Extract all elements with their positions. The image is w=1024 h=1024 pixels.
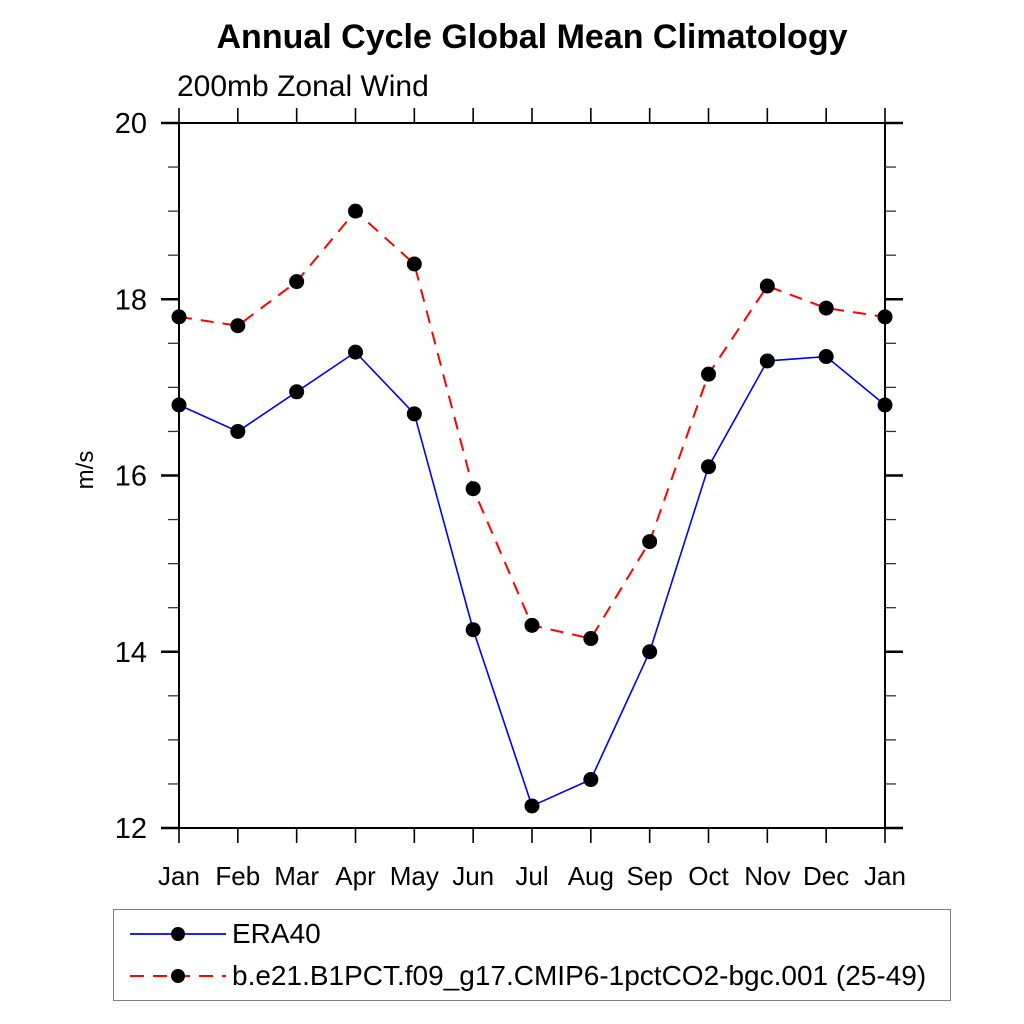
data-point-marker bbox=[701, 459, 716, 475]
data-point-marker bbox=[642, 644, 658, 660]
x-tick-label: Dec bbox=[803, 861, 849, 891]
legend-box: ERA40 b.e21.B1PCT.f09_g17.CMIP6-1pctCO2-… bbox=[113, 909, 951, 1001]
data-point-marker bbox=[171, 309, 187, 325]
data-point-marker bbox=[818, 300, 834, 316]
data-point-marker bbox=[642, 534, 658, 550]
legend-label-era40: ERA40 bbox=[232, 918, 321, 949]
series-line bbox=[178, 209, 886, 640]
data-point-marker bbox=[406, 256, 422, 272]
x-tick-label: Jan bbox=[864, 861, 906, 891]
plot-frame bbox=[178, 122, 886, 829]
data-point-marker bbox=[877, 309, 893, 325]
legend-line-sample-model bbox=[130, 969, 226, 983]
x-tick-label: May bbox=[390, 861, 439, 891]
data-point-marker bbox=[465, 622, 481, 638]
data-point-marker bbox=[348, 344, 363, 360]
series-line bbox=[178, 351, 886, 808]
legend-entry-era40: ERA40 bbox=[130, 913, 950, 955]
y-tick-label: 18 bbox=[115, 284, 147, 316]
x-tick-label: Oct bbox=[688, 861, 729, 891]
x-tick-label: Jan bbox=[158, 861, 200, 891]
data-point-marker bbox=[524, 617, 540, 633]
data-point-marker bbox=[230, 318, 246, 334]
data-point-marker bbox=[406, 406, 422, 422]
legend-line-sample-era40 bbox=[130, 927, 226, 941]
data-point-marker bbox=[583, 772, 599, 788]
data-point-marker bbox=[289, 384, 305, 400]
y-tick-label: 14 bbox=[115, 637, 147, 669]
x-tick-label: Mar bbox=[274, 861, 319, 891]
data-point-marker bbox=[701, 366, 716, 382]
series-model bbox=[171, 203, 893, 647]
y-axis-labels: 12 14 16 18 20 bbox=[115, 108, 147, 845]
chart-subtitle: 200mb Zonal Wind bbox=[177, 70, 429, 103]
x-tick-label: Aug bbox=[568, 861, 614, 891]
data-point-marker bbox=[759, 278, 775, 294]
y-axis-ticks bbox=[161, 121, 903, 830]
x-axis-labels: Jan Feb Mar Apr May Jun Jul Aug Sep Oct Nov Dec Jan bbox=[158, 861, 906, 891]
y-tick-label: 12 bbox=[115, 813, 147, 845]
y-tick-label: 20 bbox=[115, 108, 147, 140]
data-point-marker bbox=[348, 203, 363, 219]
x-tick-label: Sep bbox=[627, 861, 673, 891]
data-point-marker bbox=[759, 353, 775, 369]
data-point-marker bbox=[289, 274, 305, 290]
x-axis-ticks bbox=[178, 108, 886, 843]
data-point-marker bbox=[171, 397, 187, 413]
x-tick-label: Jun bbox=[452, 861, 494, 891]
data-point-marker bbox=[230, 423, 246, 439]
x-tick-label: Apr bbox=[335, 861, 376, 891]
series-era40 bbox=[171, 344, 893, 814]
data-point-marker bbox=[818, 349, 834, 365]
plot-area: Jan Feb Mar Apr May Jun Jul Aug Sep Oct Nov Dec Jan 1… bbox=[115, 108, 906, 891]
data-point-marker bbox=[524, 798, 540, 814]
data-point-marker bbox=[583, 631, 599, 647]
legend-label-model: b.e21.B1PCT.f09_g17.CMIP6-1pctCO2-bgc.00… bbox=[232, 960, 927, 991]
chart-title: Annual Cycle Global Mean Climatology bbox=[216, 18, 848, 56]
legend-entry-model: b.e21.B1PCT.f09_g17.CMIP6-1pctCO2-bgc.00… bbox=[130, 955, 950, 997]
y-tick-label: 16 bbox=[115, 461, 147, 493]
x-tick-label: Feb bbox=[215, 861, 260, 891]
x-tick-label: Jul bbox=[515, 861, 548, 891]
x-tick-label: Nov bbox=[744, 861, 790, 891]
data-point-marker bbox=[877, 397, 893, 413]
data-point-marker bbox=[465, 481, 481, 497]
